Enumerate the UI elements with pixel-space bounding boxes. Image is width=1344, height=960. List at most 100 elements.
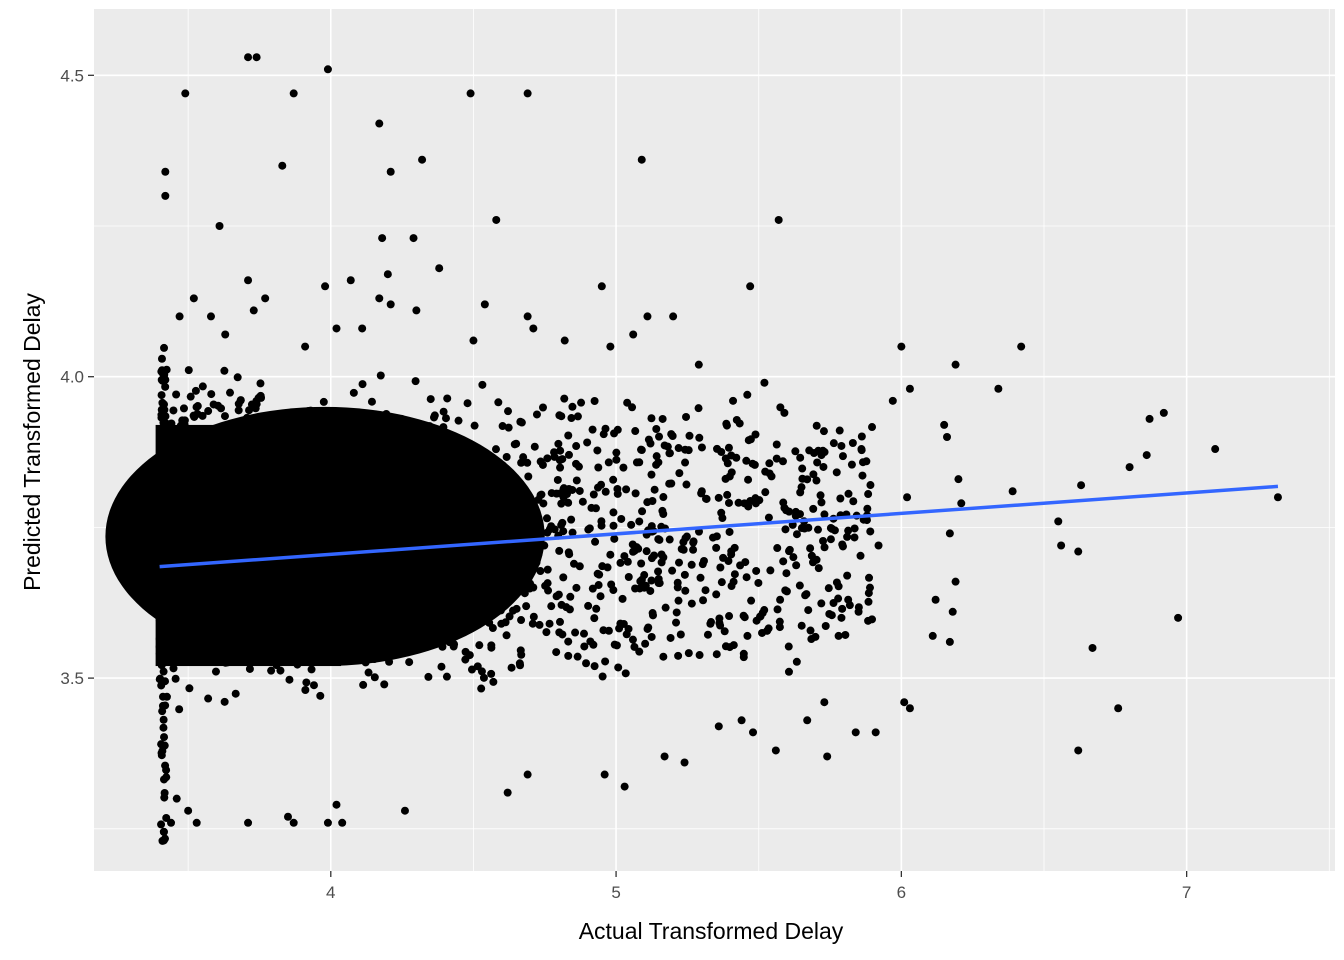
data-point bbox=[244, 276, 253, 285]
data-point bbox=[843, 532, 852, 541]
data-point bbox=[306, 406, 315, 415]
data-point bbox=[430, 469, 439, 478]
data-point bbox=[217, 404, 226, 413]
data-point bbox=[536, 491, 545, 500]
data-point bbox=[436, 477, 445, 486]
data-point bbox=[288, 637, 297, 646]
data-point bbox=[369, 516, 378, 525]
data-point bbox=[510, 481, 519, 490]
data-point bbox=[862, 457, 871, 466]
data-point bbox=[307, 617, 316, 626]
data-point bbox=[266, 563, 275, 572]
data-point bbox=[412, 306, 421, 315]
data-point bbox=[195, 502, 204, 511]
data-point bbox=[345, 435, 354, 444]
data-point bbox=[157, 446, 166, 455]
data-point bbox=[665, 535, 674, 544]
data-point bbox=[383, 489, 392, 498]
data-point bbox=[732, 453, 741, 462]
data-point bbox=[532, 558, 541, 567]
data-point bbox=[167, 818, 176, 827]
data-point bbox=[803, 475, 812, 484]
data-point bbox=[598, 672, 607, 681]
data-point bbox=[304, 587, 313, 596]
data-point bbox=[360, 653, 369, 662]
data-point bbox=[334, 585, 343, 594]
data-point bbox=[535, 620, 544, 629]
data-point bbox=[209, 619, 218, 628]
data-point bbox=[172, 507, 181, 516]
data-point bbox=[227, 466, 236, 475]
data-point bbox=[559, 485, 568, 494]
data-point bbox=[590, 662, 599, 671]
data-point bbox=[415, 607, 424, 616]
data-point bbox=[157, 354, 166, 363]
data-point bbox=[555, 617, 564, 626]
data-point bbox=[389, 452, 398, 461]
data-point bbox=[221, 658, 230, 667]
data-point bbox=[244, 818, 253, 827]
data-point bbox=[590, 614, 599, 623]
data-point bbox=[674, 444, 683, 453]
data-point bbox=[638, 507, 647, 516]
data-point bbox=[497, 485, 506, 494]
data-point bbox=[298, 452, 307, 461]
data-point bbox=[583, 438, 592, 447]
data-point bbox=[674, 651, 683, 660]
data-point bbox=[205, 629, 214, 638]
data-point bbox=[707, 618, 716, 627]
data-point bbox=[267, 486, 276, 495]
data-point bbox=[743, 390, 752, 399]
data-point bbox=[420, 566, 429, 575]
data-point bbox=[931, 595, 940, 604]
data-point bbox=[1054, 517, 1063, 526]
y-tick-label: 4.0 bbox=[60, 368, 84, 387]
data-point bbox=[168, 447, 177, 456]
data-point bbox=[642, 547, 651, 556]
data-point bbox=[643, 312, 652, 321]
data-point bbox=[418, 556, 427, 565]
data-point bbox=[191, 386, 200, 395]
data-point bbox=[668, 566, 677, 575]
data-point bbox=[844, 526, 853, 535]
data-point bbox=[157, 405, 166, 414]
data-point bbox=[830, 526, 839, 535]
data-point bbox=[798, 464, 807, 473]
data-point bbox=[169, 516, 178, 525]
data-point bbox=[672, 608, 681, 617]
data-point bbox=[824, 584, 833, 593]
data-point bbox=[479, 503, 488, 512]
data-point bbox=[211, 573, 220, 582]
data-point bbox=[512, 508, 521, 517]
data-point bbox=[383, 270, 392, 279]
data-point bbox=[797, 621, 806, 630]
data-point bbox=[816, 491, 825, 500]
data-point bbox=[813, 458, 822, 467]
data-point bbox=[477, 684, 486, 693]
data-point bbox=[572, 442, 581, 451]
data-point bbox=[401, 623, 410, 632]
data-point bbox=[702, 494, 711, 503]
data-point bbox=[374, 455, 383, 464]
data-point bbox=[564, 651, 573, 660]
data-point bbox=[268, 590, 277, 599]
data-point bbox=[236, 481, 245, 490]
data-point bbox=[332, 620, 341, 629]
data-point bbox=[523, 89, 532, 98]
data-point bbox=[948, 607, 957, 616]
data-point bbox=[370, 673, 379, 682]
data-point bbox=[1074, 746, 1083, 755]
data-point bbox=[218, 562, 227, 571]
data-point bbox=[394, 532, 403, 541]
data-point bbox=[543, 565, 552, 574]
data-point bbox=[564, 637, 573, 646]
data-point bbox=[281, 644, 290, 653]
trend-line-layer bbox=[159, 484, 1279, 569]
data-point bbox=[194, 531, 203, 540]
data-point bbox=[285, 465, 294, 474]
data-point bbox=[564, 548, 573, 557]
data-point bbox=[301, 685, 310, 694]
data-point bbox=[550, 448, 559, 457]
data-point bbox=[792, 657, 801, 666]
data-point bbox=[844, 489, 853, 498]
